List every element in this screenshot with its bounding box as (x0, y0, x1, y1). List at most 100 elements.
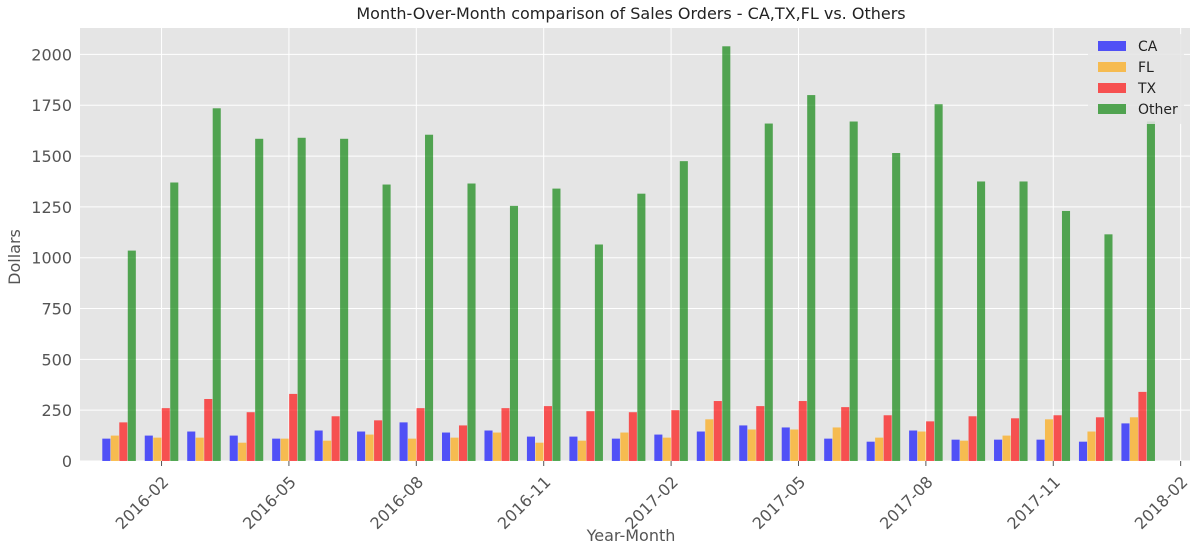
bar-ca-2017-08 (909, 430, 918, 461)
bar-fl-2017-01 (620, 432, 629, 461)
bar-fl-2016-01 (110, 435, 119, 461)
bar-ca-2016-02 (144, 435, 153, 461)
bar-fl-2016-08 (408, 438, 417, 461)
y-tick-label: 750 (41, 300, 72, 319)
bar-ca-2016-06 (314, 430, 323, 461)
bar-ca-2016-04 (229, 435, 238, 461)
bar-fl-2016-05 (280, 438, 289, 461)
legend-label-ca: CA (1138, 39, 1158, 55)
bar-ca-2016-03 (187, 431, 196, 461)
x-tick-label: 2017-11 (1003, 472, 1064, 533)
bar-tx-2017-05 (798, 401, 807, 461)
bar-tx-2017-08 (926, 421, 935, 461)
bar-ca-2016-09 (442, 432, 451, 461)
bar-other-2017-08 (934, 104, 943, 461)
x-tick-label: 2017-08 (876, 472, 937, 533)
bar-fl-2017-03 (705, 419, 714, 461)
bar-fl-2016-11 (535, 442, 544, 461)
bar-ca-2017-11 (1036, 439, 1045, 461)
bar-fl-2016-07 (365, 434, 374, 461)
bar-ca-2017-01 (611, 438, 620, 461)
bar-ca-2016-10 (484, 430, 493, 461)
bar-tx-2016-02 (161, 408, 170, 461)
legend-label-tx: TX (1137, 81, 1157, 97)
chart-title: Month-Over-Month comparison of Sales Ord… (356, 4, 905, 23)
bar-ca-2017-03 (696, 431, 705, 461)
bar-tx-2017-02 (671, 410, 680, 461)
bar-ca-2017-09 (951, 439, 960, 461)
bar-other-2016-03 (212, 108, 221, 461)
bar-tx-2017-03 (713, 401, 722, 461)
bar-tx-2017-10 (1011, 418, 1020, 461)
bar-fl-2016-09 (450, 437, 459, 461)
bar-other-2017-04 (764, 123, 773, 461)
legend-swatch-tx (1098, 83, 1126, 93)
bar-tx-2017-09 (968, 416, 977, 461)
bar-fl-2016-10 (492, 432, 502, 461)
bar-fl-2017-06 (832, 427, 841, 461)
legend-label-fl: FL (1138, 60, 1154, 76)
bar-ca-2016-07 (357, 431, 366, 461)
bar-tx-2016-09 (458, 425, 468, 461)
bar-other-2017-03 (722, 46, 731, 461)
bar-fl-2017-10 (1002, 435, 1011, 461)
bar-fl-2017-11 (1044, 419, 1054, 461)
bar-tx-2017-01 (628, 412, 637, 461)
bar-tx-2016-11 (543, 406, 552, 461)
bar-fl-2016-03 (195, 437, 204, 461)
bar-ca-2016-05 (272, 438, 281, 461)
bar-fl-2017-07 (875, 437, 884, 461)
bar-tx-2018-01 (1138, 391, 1147, 461)
bar-other-2016-05 (297, 137, 306, 461)
bar-tx-2016-04 (246, 412, 255, 461)
legend-label-other: Other (1138, 102, 1178, 118)
bar-ca-2017-12 (1078, 441, 1088, 461)
bar-fl-2016-12 (577, 440, 586, 461)
y-tick-label: 0 (62, 452, 72, 471)
bar-tx-2016-01 (119, 422, 128, 461)
x-tick-label: 2017-05 (749, 472, 810, 533)
bar-tx-2016-10 (501, 408, 510, 461)
bar-ca-2016-01 (102, 438, 111, 461)
bar-other-2017-07 (892, 153, 901, 462)
x-tick-label: 2016-05 (239, 472, 300, 533)
x-axis-label: Year-Month (586, 526, 676, 545)
bar-tx-2017-07 (883, 415, 892, 461)
bar-ca-2017-06 (824, 438, 833, 461)
bar-other-2017-02 (679, 161, 688, 461)
bar-other-2016-08 (425, 134, 434, 462)
bar-other-2017-11 (1061, 210, 1071, 461)
bar-tx-2017-06 (841, 407, 850, 461)
bar-other-2016-11 (552, 188, 561, 461)
bar-tx-2016-08 (416, 408, 425, 461)
bar-ca-2017-05 (781, 427, 790, 461)
bar-tx-2016-12 (586, 411, 595, 461)
legend-box (1088, 34, 1184, 124)
bar-fl-2017-09 (960, 440, 969, 461)
bar-other-2017-01 (637, 193, 646, 461)
bar-fl-2017-08 (917, 431, 926, 461)
bar-other-2017-12 (1104, 234, 1113, 461)
bar-other-2016-02 (170, 182, 179, 461)
bar-fl-2016-06 (323, 440, 332, 461)
bar-fl-2018-01 (1129, 417, 1138, 461)
bar-other-2018-01 (1146, 121, 1155, 462)
bar-tx-2016-07 (374, 420, 383, 461)
bar-other-2016-12 (594, 244, 603, 461)
legend: CA FL TX Other (1088, 34, 1184, 124)
bar-tx-2017-12 (1095, 417, 1105, 461)
bar-ca-2016-12 (569, 436, 578, 461)
bar-ca-2018-01 (1121, 423, 1130, 461)
x-tick-label: 2016-02 (112, 472, 173, 533)
legend-swatch-other (1098, 104, 1126, 114)
bar-tx-2016-06 (331, 416, 340, 461)
bar-other-2016-09 (467, 183, 476, 461)
bar-ca-2016-11 (526, 436, 535, 461)
y-tick-label: 1250 (31, 198, 72, 217)
bar-other-2017-09 (977, 181, 986, 462)
bar-other-2017-06 (849, 121, 858, 462)
bar-other-2016-06 (340, 138, 349, 461)
bar-tx-2017-11 (1053, 415, 1062, 461)
bar-tx-2017-04 (756, 406, 765, 461)
